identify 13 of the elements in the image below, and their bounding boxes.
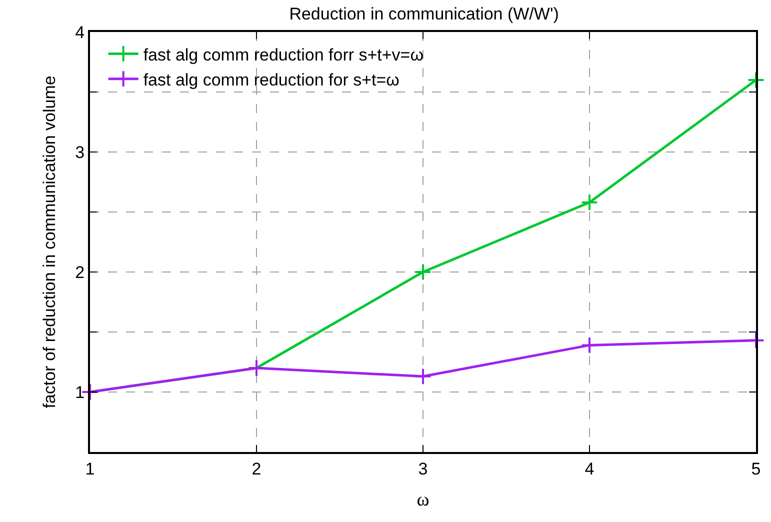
y-axis-title: factor of reduction in communication volume — [40, 76, 60, 408]
y-tick-label: 1 — [75, 382, 85, 402]
y-tick-label: 4 — [75, 22, 85, 42]
x-tick-label: 5 — [751, 459, 761, 478]
x-tick-label: 4 — [584, 459, 594, 478]
y-tick-label: 3 — [75, 142, 85, 162]
chart-title: Reduction in communication (W/W') — [289, 4, 559, 24]
y-tick-label: 2 — [75, 262, 85, 282]
x-axis-title: ω — [416, 490, 430, 511]
legend-label: fast alg comm reduction forr s+t+v=ω — [143, 45, 424, 64]
legend-label: fast alg comm reduction for s+t=ω — [143, 70, 400, 90]
x-tick-label: 3 — [418, 459, 428, 478]
x-tick-label: 2 — [252, 459, 262, 478]
